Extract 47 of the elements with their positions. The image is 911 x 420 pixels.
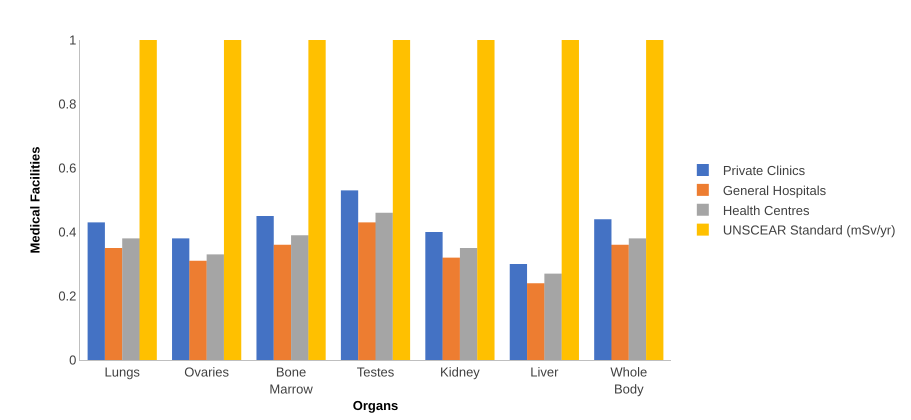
bar bbox=[562, 40, 579, 360]
bar bbox=[256, 216, 274, 360]
y-tick-label: 1 bbox=[69, 32, 76, 48]
x-tick-label: Liver bbox=[530, 364, 560, 380]
bar bbox=[594, 219, 612, 360]
bar bbox=[442, 258, 460, 360]
bar bbox=[628, 238, 646, 360]
bar bbox=[340, 190, 358, 360]
bar bbox=[308, 40, 326, 360]
bar bbox=[376, 212, 393, 360]
bar bbox=[104, 248, 122, 360]
bar bbox=[510, 264, 528, 360]
bar bbox=[477, 40, 495, 360]
legend-label: Private Clinics bbox=[722, 163, 806, 178]
legend-label: Health Centres bbox=[722, 202, 810, 218]
x-tick-label: Whole Body bbox=[610, 364, 648, 396]
x-tick-label: Bone Marrow bbox=[269, 364, 314, 396]
bar bbox=[140, 40, 157, 360]
bar bbox=[392, 40, 410, 360]
x-tick-label: Kidney bbox=[440, 364, 480, 380]
x-tick-label: Lungs bbox=[104, 364, 140, 380]
bar bbox=[224, 40, 242, 360]
bar bbox=[274, 244, 292, 360]
bar bbox=[122, 238, 140, 360]
bar bbox=[611, 244, 629, 360]
x-tick-label: Testes bbox=[356, 364, 395, 380]
bar bbox=[172, 238, 190, 360]
x-tick-label: Ovaries bbox=[184, 364, 230, 380]
bar bbox=[291, 235, 308, 360]
bar bbox=[460, 248, 478, 360]
y-tick-label: 0.8 bbox=[58, 96, 76, 112]
legend-label: UNSCEAR Standard (mSv/yr) bbox=[722, 222, 896, 238]
bar bbox=[206, 254, 224, 360]
y-tick-label: 0.2 bbox=[58, 288, 76, 304]
y-tick-label: 0.4 bbox=[58, 224, 76, 240]
bar bbox=[646, 40, 664, 360]
y-tick-label: 0 bbox=[69, 352, 76, 368]
y-tick-label: 0.6 bbox=[58, 160, 76, 176]
bar bbox=[189, 260, 207, 360]
bar bbox=[425, 232, 443, 360]
x-axis-title: Organs bbox=[352, 398, 398, 414]
bar bbox=[544, 274, 562, 360]
bar bbox=[88, 222, 105, 360]
bar bbox=[358, 222, 376, 360]
legend-label: General Hospitals bbox=[722, 182, 827, 198]
y-axis-title: Medical Facilities bbox=[27, 146, 42, 254]
bar bbox=[527, 283, 544, 360]
